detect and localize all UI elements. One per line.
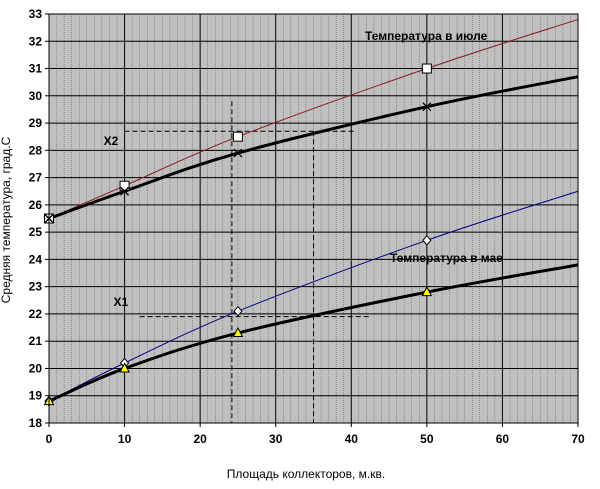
series-lines (48, 18, 579, 403)
annotation-label: X1 (113, 295, 128, 309)
x-tick-label: 0 (46, 432, 53, 446)
y-tick-label: 32 (29, 34, 43, 48)
x-tick-label: 70 (571, 432, 585, 446)
minor-grid (56, 14, 571, 423)
series-line-2 (48, 190, 579, 402)
series-line-0 (48, 18, 579, 219)
annotation-label: X2 (104, 134, 119, 148)
series-label: Температура в июле (365, 29, 488, 43)
y-axis-ticks: 18 19 20 21 22 23 24 25 26 27 28 29 30 31 32 33 (29, 7, 49, 430)
x-tick-label: 50 (420, 432, 434, 446)
x-tick-label: 10 (118, 432, 132, 446)
x-axis-title: Площадь коллекторов, м.кв. (227, 467, 385, 481)
y-tick-label: 18 (29, 416, 43, 430)
y-tick-label: 27 (29, 171, 43, 185)
y-tick-label: 19 (29, 389, 43, 403)
y-tick-label: 25 (29, 225, 43, 239)
data-point (421, 286, 433, 297)
y-axis-title: Средняя температура, град.С (0, 136, 13, 303)
y-tick-label: 30 (29, 89, 43, 103)
y-tick-label: 29 (29, 116, 43, 130)
annotations: X2 X1 (104, 134, 129, 309)
data-point (119, 180, 130, 191)
x-axis-ticks: 0 10 20 30 40 50 60 70 (46, 423, 585, 446)
plot-frame (48, 13, 579, 424)
x-tick-label: 40 (345, 432, 359, 446)
series-label: Температура в мае (390, 251, 503, 265)
data-point (233, 305, 243, 317)
data-point (421, 63, 432, 74)
data-point (233, 148, 243, 158)
data-point (422, 235, 432, 246)
y-tick-label: 26 (29, 198, 43, 212)
x-tick-label: 20 (193, 432, 207, 446)
y-tick-label: 21 (29, 334, 43, 348)
y-tick-label: 31 (29, 62, 43, 76)
data-point (422, 102, 432, 112)
series-markers (43, 63, 433, 407)
y-tick-label: 33 (29, 7, 43, 21)
x-tick-label: 60 (496, 432, 510, 446)
y-tick-label: 20 (29, 361, 43, 375)
series-labels: Температура в июле Температура в мае (365, 29, 503, 265)
data-point (232, 326, 244, 338)
x-tick-label: 30 (269, 432, 283, 446)
y-tick-label: 24 (29, 252, 43, 266)
data-point (120, 186, 130, 196)
y-tick-label: 22 (29, 307, 43, 321)
y-tick-label: 23 (29, 280, 43, 294)
data-point (232, 131, 243, 142)
series-line-1 (48, 75, 579, 220)
y-tick-label: 28 (29, 143, 43, 157)
data-point (119, 362, 130, 373)
series-line-3 (48, 263, 579, 403)
